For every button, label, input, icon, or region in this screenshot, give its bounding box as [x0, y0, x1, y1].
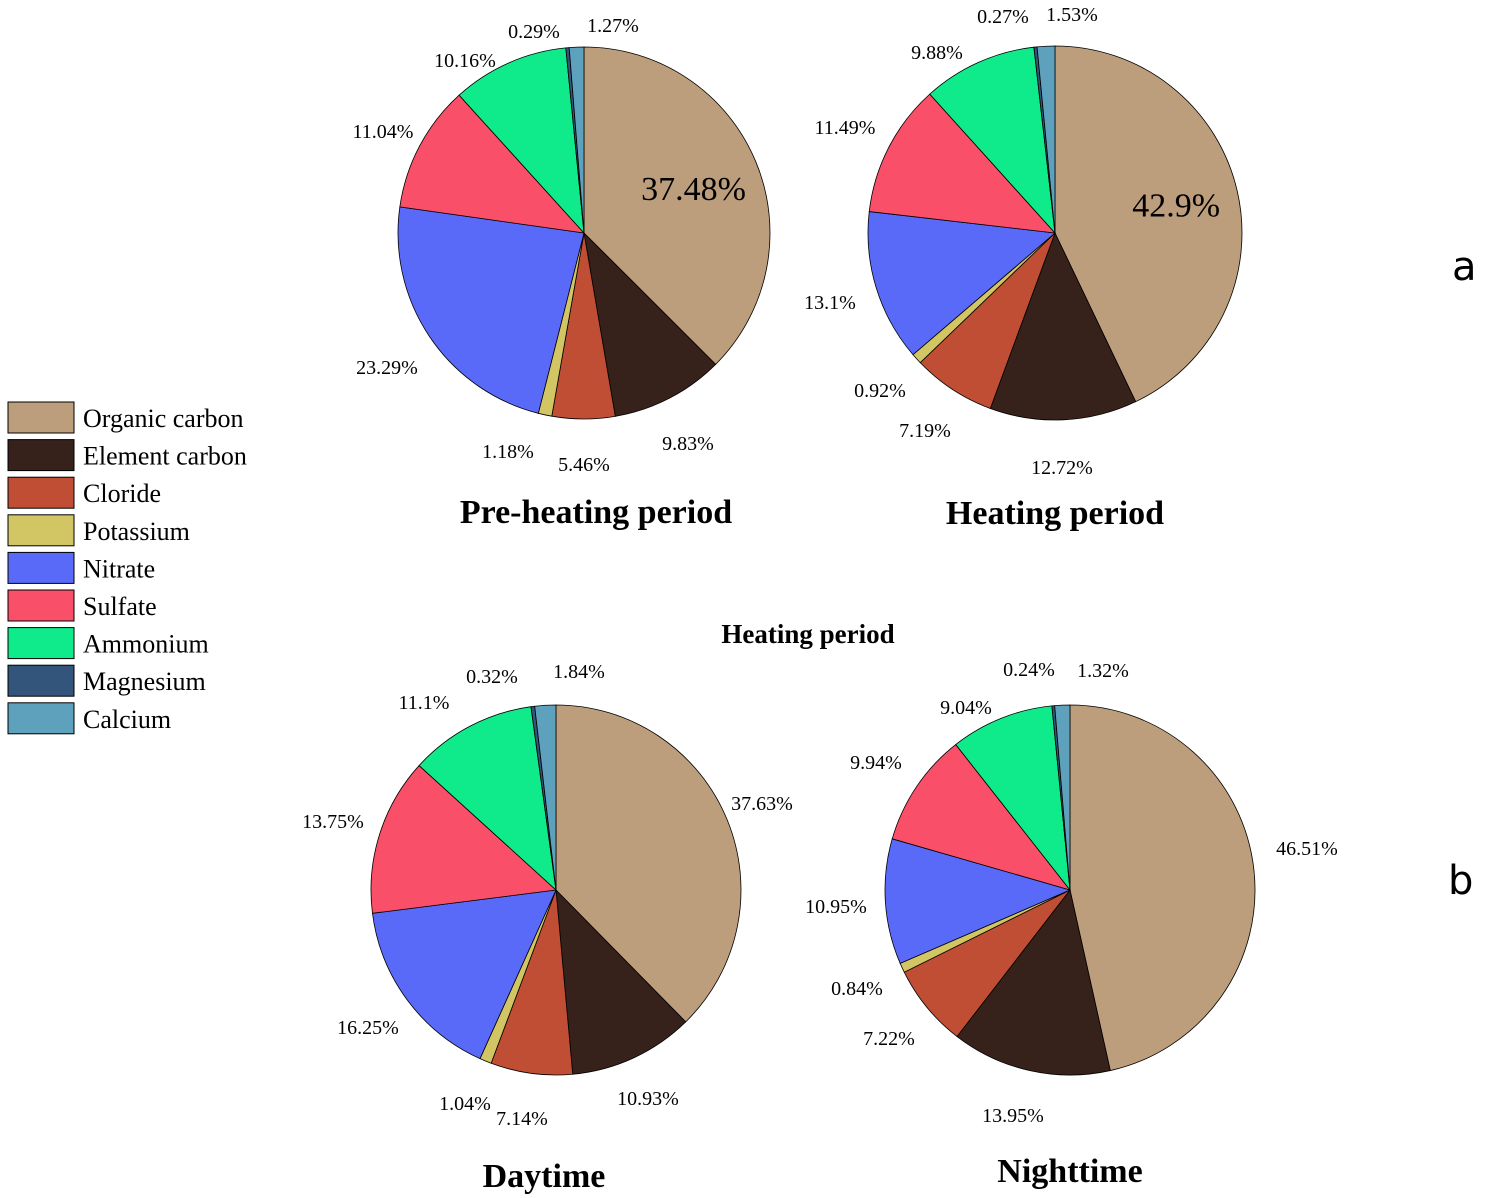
slice-label-cloride: 7.14%	[496, 1108, 548, 1130]
slice-label-nitrate: 13.1%	[804, 292, 856, 314]
slice-label-magnesium: 0.24%	[1003, 659, 1055, 681]
pie-slice-calcium	[1036, 45, 1056, 234]
legend-label: Magnesium	[83, 667, 206, 696]
slice-label-nitrate: 16.25%	[337, 1017, 399, 1039]
pie-slice-element-carbon	[555, 888, 687, 1075]
pie-slice-ammonium	[929, 46, 1056, 235]
slice-label-organic-carbon: 37.48%	[641, 171, 746, 208]
slice-label-element-carbon: 12.72%	[1031, 457, 1093, 479]
pie-title: Heating period	[946, 495, 1164, 532]
legend-swatch	[7, 702, 75, 735]
pie-slice-calcium	[568, 46, 585, 234]
legend-label: Potassium	[83, 517, 190, 546]
pie-chart-4: 46.51% 13.95% 7.22% 0.84% 10.95% 9.94% 9.04% 0.…	[805, 659, 1338, 1190]
pie-slice-sulfate	[868, 93, 1057, 234]
pie-charts: 37.48% 9.83% 5.46% 1.18% 23.29% 11.04% 10.16% 0…	[302, 4, 1338, 1195]
slice-label-sulfate: 11.04%	[353, 121, 414, 143]
slice-label-element-carbon: 9.83%	[662, 433, 714, 455]
slice-label-organic-carbon: 42.9%	[1132, 187, 1220, 224]
pie-slice-nitrate	[884, 838, 1072, 964]
pie-slice-sulfate	[891, 743, 1072, 891]
slice-label-sulfate: 13.75%	[302, 811, 364, 833]
legend-swatch	[7, 439, 75, 472]
pie-chart-3: 37.63% 10.93% 7.14%1.04% 16.25% 13.75% 11.1% 0…	[302, 661, 793, 1195]
legend-label: Cloride	[83, 479, 161, 508]
pie-slice-ammonium	[458, 47, 585, 235]
pie-chart-1: 37.48% 9.83% 5.46% 1.18% 23.29% 11.04% 10.16% 0…	[353, 15, 771, 531]
slice-label-potassium: 0.84%	[831, 978, 883, 1000]
slice-label-element-carbon: 10.93%	[617, 1088, 679, 1110]
slice-label-sulfate: 9.94%	[850, 752, 902, 774]
slice-label-cloride: 7.22%	[863, 1028, 915, 1050]
pie-slice-element-carbon	[989, 231, 1137, 421]
slice-label-ammonium: 11.1%	[399, 692, 450, 714]
legend-swatch	[7, 627, 75, 660]
slice-label-ammonium: 10.16%	[434, 50, 496, 72]
slice-label-element-carbon: 13.95%	[982, 1105, 1044, 1127]
legend-swatch	[7, 401, 75, 434]
pie-slice-sulfate	[370, 765, 557, 914]
pie-slice-calcium	[534, 704, 557, 891]
pie-slice-nitrate	[372, 889, 557, 1060]
slice-label-sulfate: 11.49%	[815, 117, 876, 139]
pie-slice-ammonium	[955, 705, 1071, 892]
panel-label-a: a	[1452, 244, 1477, 290]
slice-label-magnesium: 0.32%	[466, 666, 518, 688]
pie-title: Daytime	[483, 1158, 606, 1195]
legend-label: Calcium	[83, 705, 171, 734]
pie-title: Pre-heating period	[460, 494, 732, 531]
pie-slice-organic-carbon	[1054, 45, 1243, 403]
pie-slice-nitrate	[867, 211, 1056, 356]
slice-label-nitrate: 23.29%	[356, 357, 418, 379]
pie-chart-2: 42.9% 12.72% 7.19% 0.92% 13.1% 11.49% 9.88% 0.2…	[804, 4, 1243, 532]
legend: Organic carbon Element carbon Cloride Potas…	[7, 401, 247, 735]
slice-label-cloride: 7.19%	[899, 420, 951, 442]
slice-label-potassium: 0.92%	[854, 380, 906, 402]
slice-label-ammonium: 9.04%	[940, 697, 992, 719]
pie-slice-organic-carbon	[555, 704, 742, 1023]
slice-label-cloride: 5.46%	[558, 454, 610, 476]
legend-swatch	[7, 476, 75, 509]
slice-label-organic-carbon: 37.63%	[731, 793, 793, 815]
slice-label-magnesium: 0.29%	[508, 21, 560, 43]
slice-label-nitrate: 10.95%	[805, 896, 867, 918]
pie-slice-ammonium	[418, 706, 557, 892]
pie-slice-element-carbon	[583, 231, 717, 417]
panel-b-heading: Heating period	[721, 619, 894, 649]
pie-slice-element-carbon	[956, 889, 1111, 1076]
legend-label: Nitrate	[83, 554, 155, 583]
pie-slice-calcium	[1054, 704, 1071, 891]
legend-swatch	[7, 589, 75, 622]
pie-slice-sulfate	[399, 94, 586, 234]
legend-label: Ammonium	[83, 630, 209, 659]
legend-label: Sulfate	[83, 592, 157, 621]
slice-label-potassium: 1.18%	[482, 441, 534, 463]
slice-label-calcium: 1.84%	[553, 661, 605, 683]
slice-label-calcium: 1.32%	[1077, 660, 1129, 682]
legend-label: Organic carbon	[83, 404, 244, 433]
pie-slice-nitrate	[397, 206, 585, 414]
pie-title: Nighttime	[997, 1153, 1142, 1190]
slice-label-calcium: 1.27%	[587, 15, 639, 37]
slice-label-organic-carbon: 46.51%	[1276, 838, 1338, 860]
pie-slice-organic-carbon	[583, 46, 771, 365]
legend-swatch	[7, 514, 75, 547]
pie-slice-organic-carbon	[1069, 704, 1256, 1072]
panel-label-b: b	[1448, 858, 1473, 904]
slice-label-ammonium: 9.88%	[911, 42, 963, 64]
slice-label-magnesium: 0.27%	[977, 6, 1029, 28]
legend-label: Element carbon	[83, 442, 247, 471]
slice-label-potassium: 1.04%	[439, 1093, 491, 1115]
legend-swatch	[7, 551, 75, 584]
legend-swatch	[7, 664, 75, 697]
slice-label-calcium: 1.53%	[1046, 4, 1098, 26]
